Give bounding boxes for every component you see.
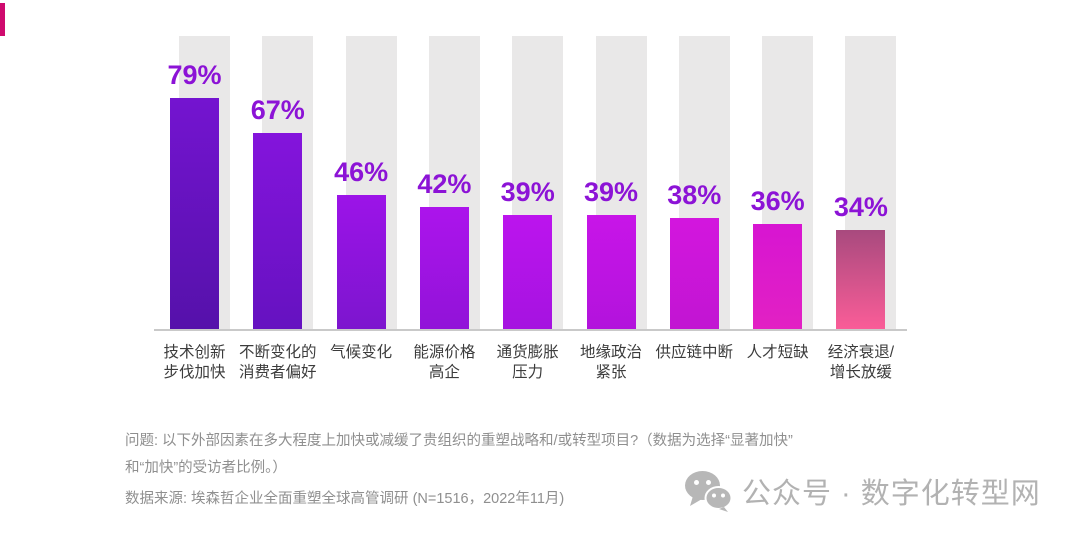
- bar: [669, 218, 719, 330]
- bar: [503, 215, 553, 330]
- baseline-axis: [154, 329, 907, 331]
- bar: [836, 230, 886, 330]
- bar-value-label: 79%: [167, 59, 222, 90]
- bar-value-label: 38%: [667, 180, 722, 211]
- bar: [586, 215, 636, 330]
- bar-value-label: 46%: [334, 156, 389, 187]
- watermark-text: 公众号 · 数字化转型网: [742, 478, 1041, 510]
- bar: [753, 224, 803, 330]
- bar: [253, 133, 303, 330]
- bar-category-label: 技术创新 步伐加快: [163, 344, 226, 381]
- bar-category-label: 能源价格 高企: [413, 344, 476, 381]
- bar-value-label: 67%: [250, 95, 305, 126]
- bar-value-label: 36%: [750, 186, 805, 217]
- bar-category-label: 不断变化的 消费者偏好: [239, 344, 317, 381]
- bar-group: 79% 技术创新 步伐加快: [163, 36, 230, 381]
- bar-value-label: 39%: [583, 177, 639, 208]
- bar-category-label: 通货膨胀 压力: [496, 344, 559, 381]
- bar-group: 39% 地缘政治 紧张: [580, 36, 647, 381]
- bar-group: 36% 人才短缺: [747, 36, 814, 361]
- watermark: 公众号 · 数字化转型网: [684, 470, 1041, 512]
- bar-group: 38% 供应链中断: [656, 36, 733, 361]
- bar: [419, 206, 469, 330]
- bar-category-label: 供应链中断: [655, 344, 734, 361]
- bar-group: 46% 气候变化: [330, 36, 397, 361]
- bar-category-label: 地缘政治 紧张: [579, 344, 642, 381]
- footnote-source: 数据来源: 埃森哲企业全面重塑全球高管调研 (N=1516，2022年11月): [125, 491, 565, 507]
- bar-value-label: 42%: [417, 168, 472, 199]
- bar-value-label: 34%: [833, 192, 888, 223]
- footnote-line-2: 和“加快”的受访者比例。）: [125, 460, 287, 476]
- bar-group: 39% 通货膨胀 压力: [497, 36, 564, 381]
- footnote-line-1: 问题: 以下外部因素在多大程度上加快或减缓了贵组织的重塑战略和/或转型项目?（数…: [125, 433, 793, 449]
- bar-plot: 79% 技术创新 步伐加快 67% 不断变化的 消费者偏好 46% 气候变化 42%…: [0, 36, 1080, 381]
- bar-group: 42% 能源价格 高企: [413, 36, 480, 381]
- bar-group: 34% 经济衰退/增长放缓: [828, 36, 897, 381]
- bar-value-label: 39%: [500, 177, 555, 208]
- footnote-question: 问题: 以下外部因素在多大程度上加快或减缓了贵组织的重塑战略和/或转型项目?（数…: [125, 428, 793, 482]
- bar-category-label: 人才短缺: [746, 344, 809, 361]
- bar-category-label: 经济衰退/增长放缓: [827, 344, 895, 381]
- corner-accent-mark: [0, 3, 5, 36]
- bar: [170, 97, 219, 330]
- bar-category-label: 气候变化: [330, 344, 393, 361]
- bar: [336, 194, 386, 330]
- wechat-icon: [684, 470, 733, 512]
- bar-group: 67% 不断变化的 消费者偏好: [239, 36, 317, 381]
